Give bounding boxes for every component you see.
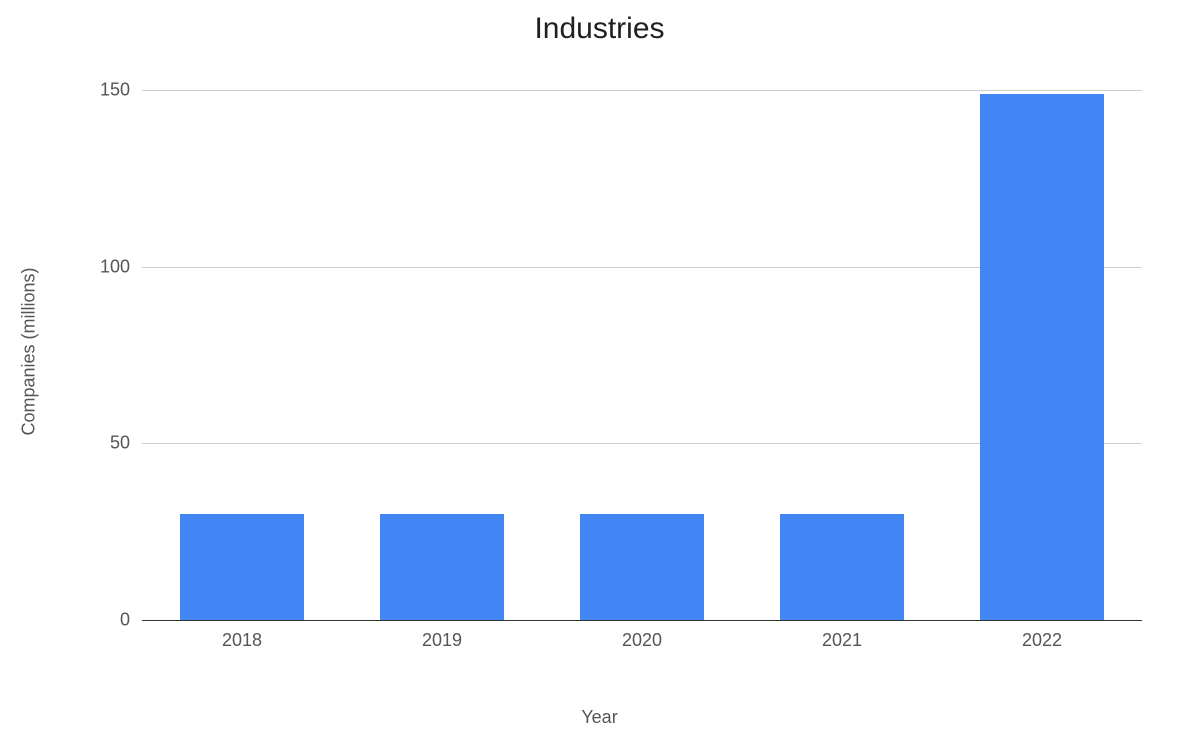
- bar: [980, 94, 1104, 620]
- x-axis-line: [142, 620, 1142, 621]
- x-tick-label: 2019: [382, 630, 502, 651]
- gridline: [142, 90, 1142, 91]
- bar: [180, 514, 304, 620]
- bar-chart: Industries Companies (millions) 05010015…: [0, 0, 1199, 742]
- plot-area: 05010015020182019202020212022: [142, 90, 1142, 620]
- chart-title: Industries: [0, 12, 1199, 46]
- y-tick-label: 50: [70, 433, 130, 454]
- y-axis-title-text: Companies (millions): [19, 267, 40, 435]
- x-tick-label: 2018: [182, 630, 302, 651]
- x-tick-label: 2020: [582, 630, 702, 651]
- y-tick-label: 100: [70, 256, 130, 277]
- bar: [780, 514, 904, 620]
- bar: [580, 514, 704, 620]
- x-tick-label: 2022: [982, 630, 1102, 651]
- x-axis-title: Year: [0, 707, 1199, 728]
- bar: [380, 514, 504, 620]
- x-tick-label: 2021: [782, 630, 902, 651]
- y-axis-title: Companies (millions): [14, 0, 44, 742]
- y-tick-label: 150: [70, 80, 130, 101]
- y-tick-label: 0: [70, 610, 130, 631]
